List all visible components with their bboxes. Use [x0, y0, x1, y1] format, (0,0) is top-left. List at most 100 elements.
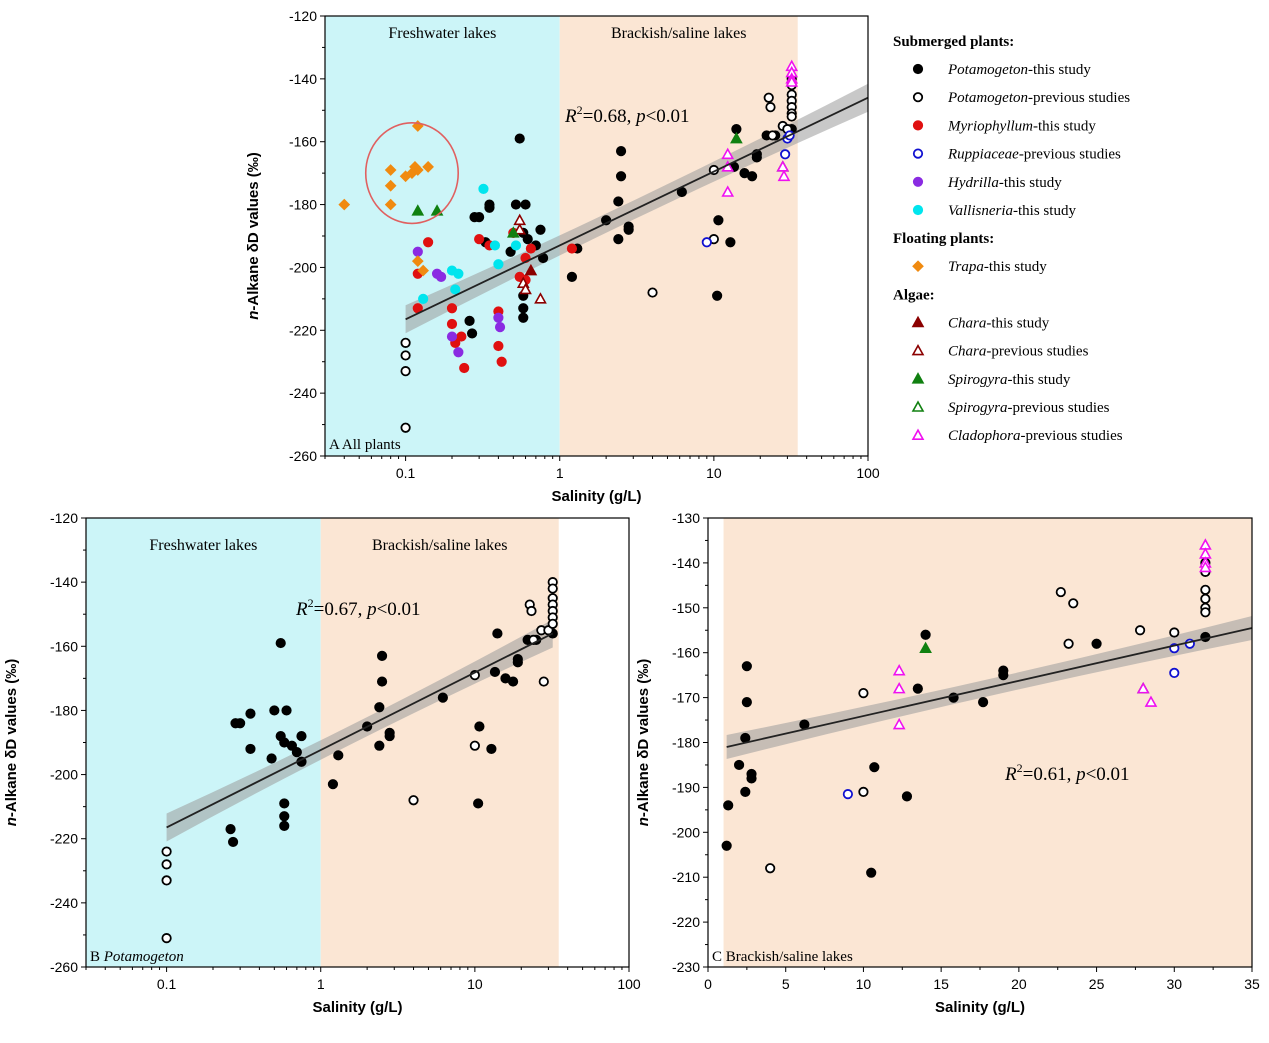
series-potamogeton-this-study	[225, 628, 558, 848]
data-point	[411, 255, 424, 267]
legend: Submerged plants:Potamogeton-this studyP…	[893, 34, 1130, 444]
data-point	[469, 740, 480, 751]
panel-letter: B	[90, 949, 104, 965]
regression-line	[405, 96, 869, 321]
data-point	[400, 337, 411, 348]
stat-r2-value: =0.68,	[583, 106, 636, 127]
y-tick-label: -200	[289, 259, 317, 275]
legend-taxon: Vallisneria	[948, 203, 1013, 219]
data-point	[730, 131, 743, 144]
data-point	[1068, 598, 1079, 609]
data-point	[473, 798, 484, 809]
legend-taxon: Potamogeton	[947, 90, 1028, 106]
legend-label: Hydrilla-this study	[947, 175, 1062, 191]
stat-r2-value: =0.67,	[314, 599, 367, 620]
data-point	[647, 287, 658, 298]
legend-label: Potamogeton-this study	[947, 62, 1091, 78]
data-point	[505, 246, 516, 257]
data-point	[740, 732, 751, 744]
legend-source: -previous studies	[1019, 147, 1121, 163]
legend-label: Chara-previous studies	[948, 344, 1089, 360]
series-trapa-this-study	[338, 120, 434, 277]
y-tick-label: -130	[672, 510, 700, 526]
data-point	[919, 641, 932, 654]
data-point	[723, 800, 734, 811]
legend-source: -this study	[1033, 118, 1096, 134]
data-point	[494, 322, 506, 333]
legend-taxon: Spirogyra	[948, 400, 1007, 416]
legend-label: Myriophyllum-this study	[947, 118, 1096, 134]
data-point	[161, 875, 172, 886]
data-point	[374, 740, 385, 751]
stat-annotation: R2=0.61, p<0.01	[1004, 761, 1130, 785]
region-label: Freshwater lakes	[149, 537, 257, 554]
legend-source: -previous studies	[1028, 90, 1130, 106]
data-point	[623, 224, 634, 235]
y-tick-label: -180	[672, 735, 700, 751]
data-point	[733, 759, 745, 771]
data-point	[486, 743, 497, 755]
legend-item: Cladophora-previous studies	[911, 428, 1123, 444]
data-point	[235, 718, 246, 729]
data-point	[376, 650, 388, 662]
data-point	[275, 637, 286, 649]
data-point	[1144, 695, 1158, 707]
legend-item: Vallisneria-this study	[912, 203, 1076, 219]
x-tick-label: 10	[856, 976, 872, 992]
y-tick-label: -160	[50, 638, 78, 654]
y-axis-label-rest: -Alkane δD values (‰)	[245, 152, 262, 310]
x-tick-label: 25	[1089, 976, 1105, 992]
y-axis-label: n-Alkane δD values (‰)	[245, 152, 262, 319]
data-point	[281, 705, 292, 716]
y-tick-label: -180	[50, 702, 78, 718]
panel-label: C Brackish/saline lakes	[712, 949, 853, 965]
data-point	[291, 747, 302, 758]
legend-source: -this study	[986, 315, 1049, 331]
legend-item: Myriophyllum-this study	[912, 118, 1096, 134]
data-point	[1200, 593, 1211, 604]
legend-item: Spirogyra-this study	[911, 372, 1071, 388]
legend-item: Ruppiaceae-previous studies	[912, 147, 1121, 163]
data-point	[901, 791, 913, 802]
data-point	[786, 111, 797, 122]
data-point	[510, 240, 522, 251]
data-point	[384, 164, 397, 176]
data-point	[522, 234, 533, 245]
data-point	[400, 350, 411, 361]
legend-taxon: Trapa	[948, 259, 984, 275]
data-point	[506, 226, 520, 238]
data-point	[489, 240, 501, 251]
data-point	[514, 133, 525, 144]
regression-line	[166, 632, 554, 829]
data-point	[751, 152, 762, 163]
highlight-ellipse	[364, 122, 460, 225]
x-tick-label: 0.1	[396, 465, 416, 481]
data-point	[566, 243, 578, 254]
data-point	[400, 366, 411, 377]
data-point	[725, 237, 736, 248]
y-tick-label: -200	[50, 767, 78, 783]
data-point	[763, 92, 774, 103]
legend-heading: Submerged plants:	[893, 34, 1014, 50]
data-point	[245, 708, 256, 719]
series-chara-previous-studies	[513, 213, 547, 304]
data-point	[412, 246, 423, 257]
legend-taxon: Potamogeton	[947, 62, 1028, 78]
data-point	[765, 102, 776, 113]
data-point	[701, 237, 712, 248]
data-point	[327, 779, 339, 790]
data-point	[493, 340, 504, 352]
legend-source: -previous studies	[1007, 400, 1109, 416]
data-point	[384, 730, 395, 742]
x-tick-label: 15	[933, 976, 949, 992]
stat-p: p	[634, 106, 646, 127]
x-tick-label: 5	[782, 976, 790, 992]
series-potamogeton-previous-studies	[161, 577, 558, 944]
data-point	[1091, 638, 1102, 649]
data-point	[453, 268, 464, 279]
data-point	[493, 259, 504, 270]
legend-label: Vallisneria-this study	[948, 203, 1076, 219]
data-point	[474, 234, 485, 245]
data-point	[225, 823, 236, 835]
data-point	[785, 75, 799, 87]
